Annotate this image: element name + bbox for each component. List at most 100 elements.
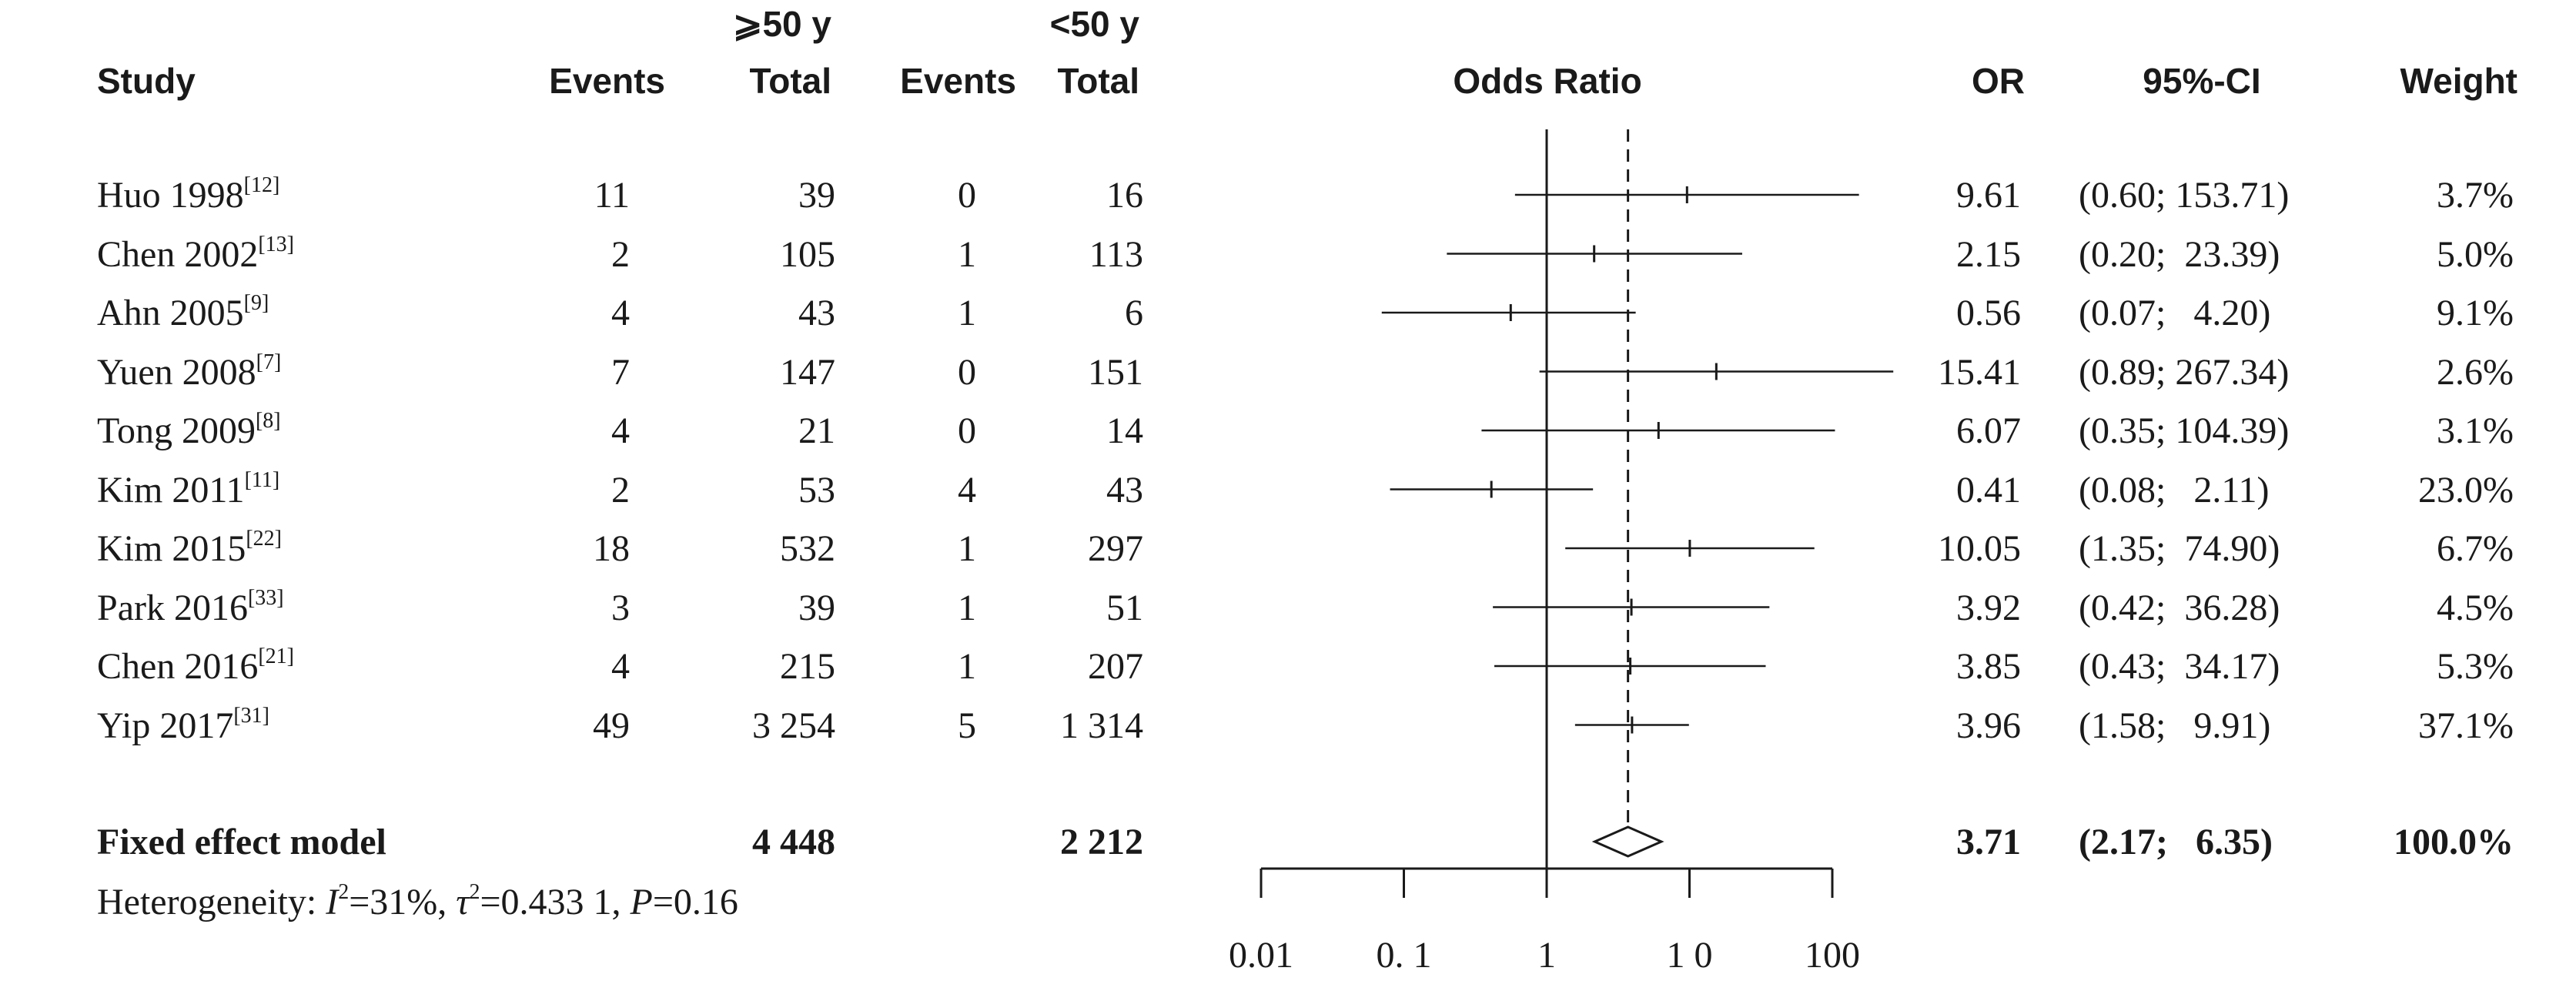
study-label: Chen 2002 [97, 233, 259, 275]
ci-column-header: 95%-CI [2143, 61, 2261, 101]
ci-cell: (1.35; 74.90) [2079, 528, 2280, 569]
summary-total-b: 2 212 [1060, 822, 1143, 862]
or-cell: 0.56 [1956, 293, 2021, 333]
total-a-column-header: Total [749, 61, 831, 101]
x-tick-label: 0.01 [1229, 935, 1293, 976]
heterogeneity-prefix: Heterogeneity: [97, 882, 326, 922]
total-a-cell: 105 [780, 233, 835, 275]
x-tick-label: 1 0 [1667, 935, 1713, 976]
total-a-cell: 39 [798, 175, 835, 216]
ci-cell: (1.58; 9.91) [2079, 705, 2271, 746]
group-b-header: <50 y [1049, 4, 1139, 44]
study-reference: [22] [246, 527, 282, 551]
summary-or: 3.71 [1956, 822, 2021, 862]
study-label: Park 2016 [97, 587, 248, 628]
total-b-cell: 6 [1125, 293, 1143, 333]
weight-cell: 5.3% [2437, 646, 2514, 687]
study-label: Kim 2015 [97, 528, 246, 569]
study-column-header: Study [97, 61, 196, 101]
events-a-cell: 3 [611, 587, 630, 628]
study-reference: [21] [258, 645, 294, 668]
total-a-cell: 53 [798, 469, 835, 511]
or-cell: 6.07 [1956, 410, 2021, 451]
study-name: Tong 2009[8] [97, 410, 281, 452]
study-name: Park 2016[33] [97, 587, 284, 629]
events-a-cell: 49 [593, 705, 630, 746]
events-b-cell: 5 [958, 705, 976, 746]
or-cell: 2.15 [1956, 233, 2021, 275]
total-b-column-header: Total [1057, 61, 1139, 101]
total-a-cell: 3 254 [752, 705, 835, 746]
i2-value: =31%, [349, 882, 457, 922]
summary-total-a: 4 448 [752, 822, 835, 862]
weight-cell: 6.7% [2437, 528, 2514, 569]
study-name: Yuen 2008[7] [97, 351, 281, 393]
study-name: Yip 2017[31] [97, 705, 269, 747]
study-name: Chen 2016[21] [97, 645, 294, 688]
heterogeneity-text: Heterogeneity: I2=31%, τ2=0.433 1, P=0.1… [97, 880, 738, 923]
group-a-header: ⩾50 y [732, 4, 831, 44]
total-b-cell: 113 [1089, 233, 1143, 275]
total-a-cell: 43 [798, 293, 835, 333]
study-name: Kim 2011[11] [97, 469, 279, 511]
or-cell: 3.92 [1956, 587, 2021, 628]
events-b-cell: 0 [958, 410, 976, 451]
study-label: Huo 1998 [97, 175, 244, 216]
events-a-cell: 4 [611, 410, 630, 451]
study-label: Kim 2011 [97, 469, 245, 511]
events-a-cell: 4 [611, 293, 630, 333]
or-cell: 0.41 [1956, 469, 2021, 511]
p-value: =0.16 [652, 882, 738, 922]
events-a-cell: 2 [611, 469, 630, 511]
total-b-cell: 297 [1088, 528, 1143, 569]
study-label: Ahn 2005 [97, 293, 244, 333]
ci-cell: (0.07; 4.20) [2079, 293, 2271, 333]
total-a-cell: 21 [798, 410, 835, 451]
events-b-cell: 1 [958, 233, 976, 275]
x-tick-label: 1 [1537, 935, 1556, 976]
total-a-cell: 215 [780, 646, 835, 687]
weight-cell: 37.1% [2418, 705, 2514, 746]
events-a-cell: 11 [594, 175, 630, 216]
ci-cell: (0.43; 34.17) [2079, 646, 2280, 687]
summary-label: Fixed effect model [97, 822, 386, 862]
pooled-diamond [1591, 825, 1664, 858]
study-name: Kim 2015[22] [97, 527, 282, 570]
total-b-cell: 1 314 [1060, 705, 1143, 746]
tau-value: =0.433 1, [480, 882, 631, 922]
study-label: Yuen 2008 [97, 351, 256, 393]
weight-cell: 23.0% [2418, 469, 2514, 511]
tau-symbol: τ [456, 882, 470, 922]
odds-ratio-column-header: Odds Ratio [1453, 61, 1642, 101]
x-tick-label: 0. 1 [1377, 935, 1432, 976]
total-b-cell: 14 [1106, 410, 1143, 451]
study-name: Chen 2002[13] [97, 233, 294, 276]
total-b-cell: 16 [1106, 175, 1143, 216]
events-a-cell: 18 [593, 528, 630, 569]
total-a-cell: 147 [780, 351, 835, 393]
study-reference: [31] [233, 703, 270, 728]
events-b-cell: 1 [958, 587, 976, 628]
study-label: Tong 2009 [97, 410, 256, 451]
events-a-cell: 2 [611, 233, 630, 275]
study-reference: [8] [255, 409, 281, 433]
or-cell: 9.61 [1956, 175, 2021, 216]
ci-cell: (0.60; 153.71) [2079, 175, 2290, 216]
study-reference: [11] [244, 467, 280, 492]
study-label: Yip 2017 [97, 705, 234, 746]
total-b-cell: 43 [1106, 469, 1143, 511]
total-a-cell: 39 [798, 587, 835, 628]
study-reference: [13] [258, 232, 294, 256]
events-a-cell: 7 [611, 351, 630, 393]
x-tick-label: 100 [1805, 935, 1860, 976]
or-cell: 3.85 [1956, 646, 2021, 687]
events-b-cell: 1 [958, 646, 976, 687]
total-a-cell: 532 [780, 528, 835, 569]
study-reference: [33] [247, 585, 284, 610]
weight-cell: 9.1% [2437, 293, 2514, 333]
or-cell: 15.41 [1938, 351, 2021, 393]
ci-cell: (0.20; 23.39) [2079, 233, 2280, 275]
events-a-cell: 4 [611, 646, 630, 687]
study-name: Ahn 2005[9] [97, 292, 269, 334]
